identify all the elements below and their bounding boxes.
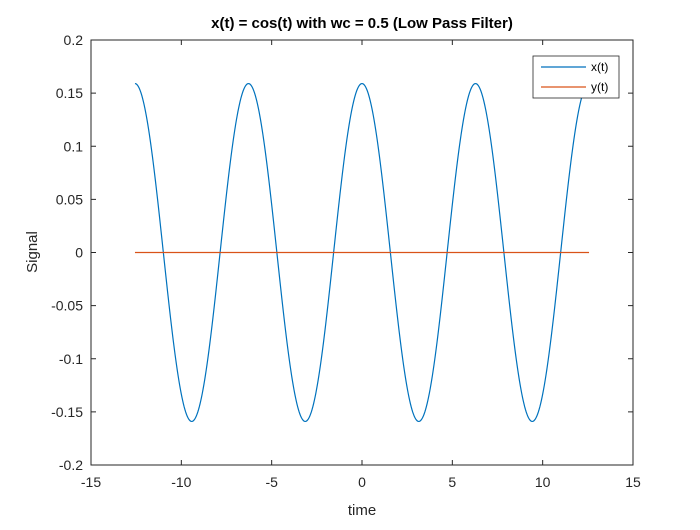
legend-entry-y: y(t)	[591, 80, 608, 94]
x-tick-label: 15	[625, 474, 641, 490]
y-tick-label: 0.05	[56, 191, 83, 207]
legend-entry-x: x(t)	[591, 60, 608, 74]
y-tick-label: -0.05	[51, 298, 83, 314]
y-tick-label: -0.2	[59, 457, 83, 473]
series-line-x	[134, 82, 590, 423]
x-tick-label: 10	[535, 474, 551, 490]
y-tick-label: 0.15	[56, 85, 83, 101]
x-tick-label: -10	[171, 474, 191, 490]
y-tick-label: -0.1	[59, 351, 83, 367]
y-tick-label: 0	[75, 245, 83, 261]
x-tick-label: 5	[448, 474, 456, 490]
x-axis-label: time	[348, 502, 376, 519]
y-tick-label: -0.15	[51, 404, 83, 420]
chart-title: x(t) = cos(t) with wc = 0.5 (Low Pass Fi…	[211, 15, 513, 32]
ticks-layer: -15 -10 -5 0 5 10 15 -0.2 -0.15 -0.1 -0.05 0 0.05 0.1…	[51, 32, 641, 490]
x-tick-label: 0	[358, 474, 366, 490]
y-tick-label: 0.2	[64, 32, 84, 48]
y-tick-label: 0.1	[64, 138, 84, 154]
x-tick-label: -5	[265, 474, 278, 490]
series-layer	[134, 82, 590, 423]
y-axis-label: Signal	[24, 231, 41, 273]
legend: x(t) y(t)	[532, 55, 620, 99]
legend-box	[532, 55, 620, 99]
x-tick-label: -15	[81, 474, 101, 490]
